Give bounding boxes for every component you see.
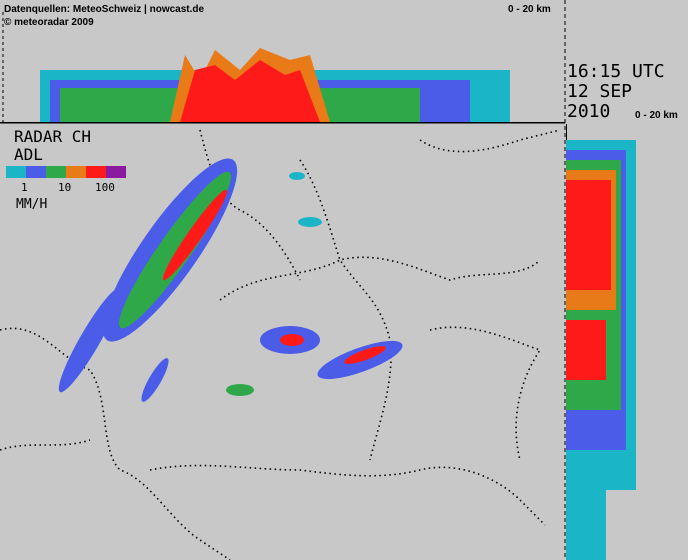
year: 2010	[567, 101, 610, 122]
copyright: © meteoradar 2009	[4, 17, 94, 28]
source-text: Datenquellen: MeteoSchweiz | nowcast.de	[4, 4, 204, 15]
map	[0, 129, 561, 560]
date: 12 SEP	[567, 81, 632, 102]
legend-unit: MM/H	[16, 197, 47, 212]
scale-label: 0 - 20 km	[635, 110, 678, 121]
top-profile	[0, 48, 565, 124]
product: ADL	[14, 145, 43, 164]
time: 16:15 UTC	[567, 61, 665, 82]
legend-label: 10	[58, 181, 71, 194]
legend-label: 1	[21, 181, 28, 194]
legend-title: RADAR CH	[14, 127, 91, 146]
legend-label: 100	[95, 181, 115, 194]
legend-colors	[6, 166, 126, 178]
scale-label: 0 - 20 km	[508, 4, 551, 15]
side-profile	[566, 124, 636, 560]
